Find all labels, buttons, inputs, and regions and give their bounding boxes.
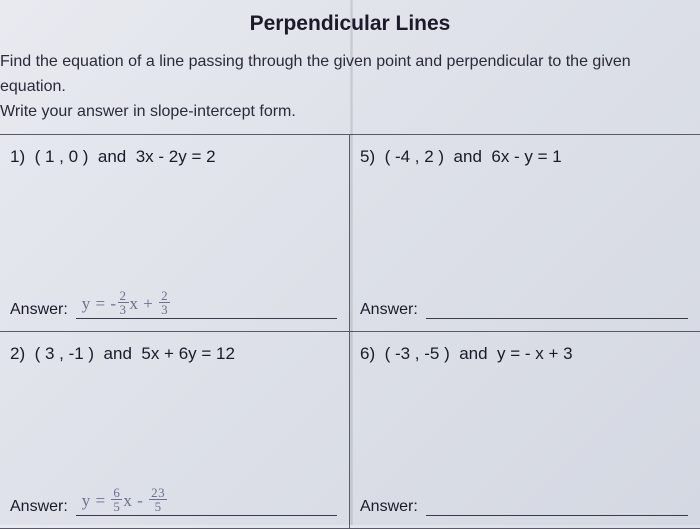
- frac-num: 6: [111, 486, 122, 500]
- handwritten-answer: y = -23x + 23: [82, 294, 171, 313]
- answer-row: Answer:: [360, 297, 688, 319]
- problem-cell-6: 6) ( -3 , -5 ) and y = - x + 3 Answer:: [350, 332, 700, 529]
- problem-number: 6): [360, 344, 375, 363]
- problem-number: 1): [10, 147, 25, 166]
- fraction: 235: [149, 486, 167, 513]
- problem-prompt: 5) ( -4 , 2 ) and 6x - y = 1: [360, 147, 688, 167]
- frac-den: 3: [118, 303, 129, 316]
- problem-point: ( 3 , -1 ): [35, 344, 95, 363]
- hw-text: x -: [123, 491, 148, 510]
- problem-equation: y = - x + 3: [497, 344, 573, 363]
- answer-label: Answer:: [360, 301, 418, 319]
- answer-label: Answer:: [10, 301, 68, 319]
- problem-conj: and: [459, 344, 487, 363]
- frac-num: 2: [159, 289, 170, 303]
- answer-blank: [426, 494, 688, 516]
- problem-grid: 1) ( 1 , 0 ) and 3x - 2y = 2 Answer: y =…: [0, 134, 700, 529]
- instructions-line-1: Find the equation of a line passing thro…: [0, 53, 631, 95]
- answer-row: Answer:: [360, 494, 688, 516]
- problem-prompt: 2) ( 3 , -1 ) and 5x + 6y = 12: [10, 344, 337, 364]
- fraction: 23: [118, 289, 129, 316]
- hw-text: y = -: [82, 294, 117, 313]
- hw-text: x +: [130, 294, 159, 313]
- problem-equation: 6x - y = 1: [491, 147, 561, 166]
- problem-equation: 5x + 6y = 12: [141, 344, 235, 363]
- frac-num: 23: [149, 486, 167, 500]
- problem-equation: 3x - 2y = 2: [136, 147, 216, 166]
- page-title: Perpendicular Lines: [0, 12, 700, 36]
- hw-text: y =: [82, 491, 111, 510]
- frac-den: 3: [159, 303, 170, 316]
- problem-point: ( 1 , 0 ): [35, 147, 89, 166]
- frac-den: 5: [149, 500, 167, 513]
- frac-den: 5: [111, 500, 122, 513]
- fraction: 65: [111, 486, 122, 513]
- problem-number: 2): [10, 344, 25, 363]
- instructions-line-2: Write your answer in slope-intercept for…: [0, 103, 296, 120]
- problem-prompt: 1) ( 1 , 0 ) and 3x - 2y = 2: [10, 147, 337, 167]
- fraction: 23: [159, 289, 170, 316]
- answer-blank: y = 65x - 235: [76, 488, 337, 516]
- answer-row: Answer: y = -23x + 23: [10, 291, 337, 319]
- handwritten-answer: y = 65x - 235: [82, 491, 168, 510]
- frac-num: 2: [118, 289, 129, 303]
- problem-cell-2: 2) ( 3 , -1 ) and 5x + 6y = 12 Answer: y…: [0, 332, 350, 529]
- problem-point: ( -3 , -5 ): [385, 344, 450, 363]
- problem-number: 5): [360, 147, 375, 166]
- problem-conj: and: [98, 147, 126, 166]
- problem-conj: and: [454, 147, 482, 166]
- problem-point: ( -4 , 2 ): [385, 147, 445, 166]
- answer-blank: y = -23x + 23: [76, 291, 337, 319]
- answer-blank: [426, 297, 688, 319]
- problem-cell-1: 1) ( 1 , 0 ) and 3x - 2y = 2 Answer: y =…: [0, 135, 350, 332]
- answer-label: Answer:: [360, 498, 418, 516]
- problem-conj: and: [104, 344, 132, 363]
- answer-row: Answer: y = 65x - 235: [10, 488, 337, 516]
- worksheet-page: Perpendicular Lines Find the equation of…: [0, 0, 700, 525]
- instructions: Find the equation of a line passing thro…: [0, 50, 700, 124]
- problem-prompt: 6) ( -3 , -5 ) and y = - x + 3: [360, 344, 688, 364]
- answer-label: Answer:: [10, 498, 68, 516]
- problem-cell-5: 5) ( -4 , 2 ) and 6x - y = 1 Answer:: [350, 135, 700, 332]
